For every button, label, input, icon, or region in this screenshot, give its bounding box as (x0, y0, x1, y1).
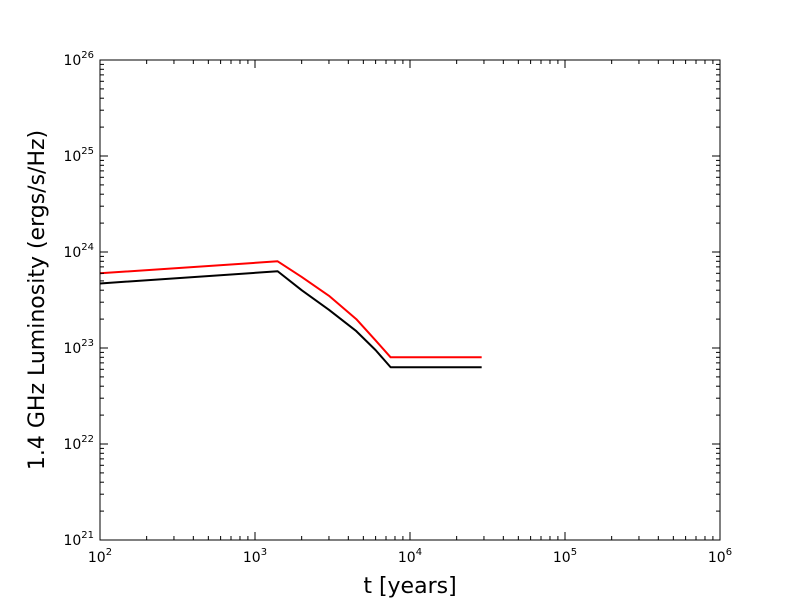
plot-frame (99, 59, 721, 541)
ticks-layer: 102 103 104 105 106 1021 1022 1023 1024 1025 1026 (63, 50, 732, 566)
y-tick-label: 1022 (63, 434, 94, 453)
x-tick-label: 106 (708, 547, 732, 566)
series-layer (99, 260, 482, 369)
x-axis-label: t [years] (363, 574, 456, 599)
series-line-1 (99, 270, 482, 369)
y-tick-label: 1024 (63, 242, 94, 261)
x-tick-label: 105 (553, 547, 577, 566)
x-tick-label: 104 (398, 547, 422, 566)
y-tick-label: 1021 (63, 530, 94, 549)
y-tick-label: 1026 (63, 50, 94, 69)
y-axis-label: 1.4 GHz Luminosity (ergs/s/Hz) (25, 130, 50, 470)
x-tick-label: 102 (88, 547, 112, 566)
x-tick-label: 103 (243, 547, 267, 566)
series-line-0 (99, 260, 482, 359)
y-tick-label: 1025 (63, 146, 94, 165)
y-tick-label: 1023 (63, 338, 94, 357)
